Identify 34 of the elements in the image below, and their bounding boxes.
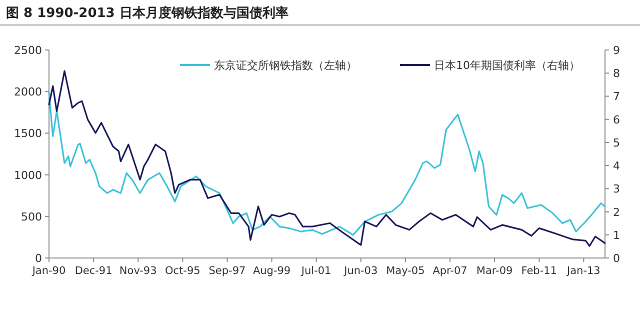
legend-label: 东京证交所钢铁指数（左轴）	[214, 59, 357, 72]
chart-title: 图 8 1990-2013 日本月度钢铁指数与国债利率	[6, 5, 288, 21]
y2-tick-label: 3	[613, 182, 620, 196]
y2-tick-label: 1	[613, 228, 620, 242]
x-tick-label: Jan-90	[31, 265, 66, 277]
x-tick-label: Mar-09	[476, 265, 513, 277]
x-tick-label: Nov-93	[119, 265, 157, 277]
y2-tick-label: 9	[613, 44, 620, 57]
line-series	[48, 70, 606, 247]
x-tick-label: Oct-95	[165, 265, 200, 277]
x-tick-label: Jan-13	[566, 265, 600, 277]
x-tick-label: Dec-91	[74, 265, 112, 277]
y2-tick-label: 7	[613, 90, 620, 104]
y2-tick-label: 6	[613, 113, 620, 126]
line-series	[48, 92, 606, 236]
y-tick-label: 1500	[14, 127, 42, 140]
y-tick-label: 1000	[14, 168, 42, 182]
y2-tick-label: 2	[613, 206, 620, 219]
y2-tick-label: 0	[613, 252, 620, 265]
x-tick-label: Apr-07	[432, 265, 468, 277]
legend-label: 日本10年期国债利率（右轴）	[434, 59, 580, 72]
y-tick-label: 0	[35, 252, 42, 265]
y2-tick-label: 5	[613, 136, 620, 150]
y-tick-label: 500	[21, 210, 42, 224]
x-tick-label: Jun-03	[343, 265, 378, 277]
x-tick-label: May-05	[386, 265, 425, 277]
x-tick-label: Aug-99	[252, 265, 291, 277]
y-tick-label: 2000	[14, 86, 42, 99]
y2-tick-label: 8	[613, 67, 620, 80]
y2-tick-label: 4	[613, 160, 620, 173]
y-tick-label: 2500	[14, 44, 42, 57]
x-tick-label: Feb-11	[521, 265, 558, 277]
x-tick-label: Jul-01	[300, 265, 332, 277]
x-tick-label: Sep-97	[208, 265, 246, 277]
